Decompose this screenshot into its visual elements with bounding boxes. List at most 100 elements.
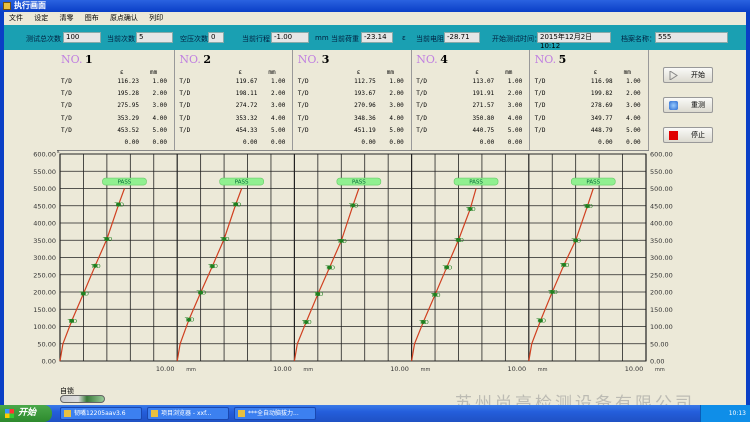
data-point bbox=[69, 318, 74, 323]
card-no-label: NO. bbox=[297, 53, 320, 66]
resistance-field[interactable]: -28.71 bbox=[444, 32, 480, 43]
row-mm: 0.00 bbox=[626, 139, 641, 146]
row-mm: 5.00 bbox=[389, 126, 404, 134]
taskbar-item[interactable]: ***全自动脑拔力... bbox=[234, 407, 316, 420]
row-load: 451.19 bbox=[354, 126, 376, 134]
data-point-label: T/D bbox=[559, 263, 569, 269]
start-menu-button[interactable]: 开始 bbox=[0, 405, 52, 422]
air-count-field[interactable]: 0 bbox=[208, 32, 224, 43]
taskbar-item[interactable]: 项目浏览器 - xxf... bbox=[147, 407, 229, 420]
menu-file[interactable]: 文件 bbox=[9, 14, 23, 22]
row-mm: 4.00 bbox=[626, 114, 641, 122]
table-row: T/D 119.67 1.00 bbox=[179, 78, 289, 88]
stroke-field[interactable]: -1.00 bbox=[271, 32, 309, 43]
row-mm: 3.00 bbox=[270, 102, 286, 110]
file-name-field[interactable]: 555 bbox=[655, 32, 728, 43]
row-load: 113.07 bbox=[472, 78, 495, 85]
result-cards: NO. 1 ε mm T/D 116.23 1.00 T/D 195.28 2.00 T/D 275.… bbox=[57, 50, 649, 151]
row-mm: 2.00 bbox=[270, 90, 286, 98]
total-tests-label: 测试总次数 bbox=[26, 35, 61, 43]
start-time-label: 开始测试时间： bbox=[492, 35, 541, 43]
table-row: T/D 271.57 3.00 bbox=[416, 102, 526, 112]
start-button[interactable]: 开始 bbox=[663, 67, 713, 83]
menu-settings[interactable]: 设定 bbox=[34, 14, 49, 22]
column-header-mm: mm bbox=[505, 69, 513, 76]
table-row: T/D 451.19 5.00 bbox=[298, 127, 408, 137]
stop-button[interactable]: 停止 bbox=[663, 127, 713, 143]
row-load: 453.52 bbox=[117, 126, 139, 134]
y-tick-label-left: 600.00 bbox=[33, 151, 56, 159]
row-load: 353.32 bbox=[235, 114, 258, 122]
y-tick-label-left: 350.00 bbox=[33, 237, 56, 245]
pass-label: PASS bbox=[118, 180, 132, 186]
result-card-4: NO. 4 ε mm T/D 113.07 1.00 T/D 191.91 2.00 T/D 271.… bbox=[412, 50, 531, 150]
row-label: T/D bbox=[534, 126, 546, 134]
menu-zero[interactable]: 清零 bbox=[59, 14, 74, 22]
menu-print[interactable]: 列印 bbox=[149, 14, 164, 22]
row-label: T/D bbox=[61, 126, 72, 134]
y-tick-label-left: 300.00 bbox=[33, 254, 56, 262]
app-icon bbox=[151, 410, 158, 417]
table-row: T/D 116.23 1.00 bbox=[61, 78, 171, 88]
row-load: 274.72 bbox=[235, 102, 258, 110]
window-border-left bbox=[0, 50, 4, 405]
x-unit-label: mm bbox=[655, 367, 665, 373]
data-point bbox=[585, 204, 590, 209]
data-point bbox=[327, 265, 332, 270]
load-field[interactable]: -23.14 bbox=[361, 32, 393, 43]
y-tick-label-right: 300.00 bbox=[650, 254, 673, 262]
row-load: 193.67 bbox=[354, 90, 376, 98]
row-mm: 0.00 bbox=[389, 139, 404, 146]
card-no-label: NO. bbox=[61, 53, 83, 66]
current-count-label: 当前次数 bbox=[107, 35, 135, 43]
window-title: 执行画面 bbox=[14, 1, 46, 10]
table-row: T/D 278.69 3.00 bbox=[535, 102, 645, 112]
column-header-mm: mm bbox=[150, 69, 158, 76]
table-row: T/D 116.98 1.00 bbox=[535, 78, 645, 88]
y-tick-label-left: 450.00 bbox=[33, 202, 56, 210]
row-mm: 5.00 bbox=[152, 126, 167, 134]
row-mm: 1.00 bbox=[626, 78, 641, 85]
row-load: 0.00 bbox=[124, 139, 139, 146]
data-point bbox=[421, 319, 426, 324]
menu-origin-confirm[interactable]: 原点确认 bbox=[109, 14, 138, 22]
card-number: 4 bbox=[440, 53, 448, 66]
curve-line bbox=[293, 188, 360, 362]
row-mm: 3.00 bbox=[507, 102, 523, 110]
window-border-right bbox=[746, 50, 750, 405]
row-load: 0.00 bbox=[479, 139, 495, 146]
total-tests-field[interactable]: 100 bbox=[63, 32, 101, 43]
y-tick-label-right: 450.00 bbox=[650, 202, 673, 210]
menu-layout[interactable]: 图布 bbox=[84, 14, 99, 22]
row-load: 119.67 bbox=[235, 78, 258, 85]
data-point bbox=[116, 202, 121, 207]
table-row: T/D 195.28 2.00 bbox=[61, 90, 171, 100]
column-header-mm: mm bbox=[623, 69, 631, 76]
column-header-load: ε bbox=[120, 69, 124, 76]
table-row: T/D 353.29 4.00 bbox=[61, 115, 171, 125]
x-unit-label: mm bbox=[186, 367, 196, 373]
start-time-field[interactable]: 2015年12月2日10:12 bbox=[537, 32, 611, 50]
result-card-2: NO. 2 ε mm T/D 119.67 1.00 T/D 198.11 2.00 T/D 274.… bbox=[175, 50, 294, 150]
windows-logo-icon bbox=[5, 409, 14, 418]
row-mm: 0.00 bbox=[507, 139, 523, 146]
row-load: 191.91 bbox=[472, 90, 495, 98]
pass-badge bbox=[453, 177, 499, 186]
current-count-field[interactable]: 5 bbox=[136, 32, 173, 43]
taskbar-item[interactable]: 韧嘴12205aav3.6 bbox=[60, 407, 142, 420]
pass-badge bbox=[102, 177, 147, 186]
row-mm: 5.00 bbox=[626, 126, 641, 134]
lock-toggle[interactable] bbox=[60, 395, 105, 403]
data-point bbox=[561, 262, 566, 267]
row-label: T/D bbox=[534, 90, 546, 98]
row-mm: 2.00 bbox=[626, 90, 641, 98]
table-row: T/D 453.52 5.00 bbox=[61, 127, 171, 137]
y-tick-label-left: 400.00 bbox=[33, 220, 56, 228]
card-no-label: NO. bbox=[416, 53, 438, 66]
lock-label: 自锁 bbox=[60, 387, 74, 395]
row-mm: 4.00 bbox=[152, 114, 167, 122]
row-load: 349.77 bbox=[590, 114, 613, 122]
table-row: T/D 454.33 5.00 bbox=[179, 127, 289, 137]
y-tick-label-left: 550.00 bbox=[33, 168, 56, 176]
retest-button[interactable]: 重测 bbox=[663, 97, 713, 113]
